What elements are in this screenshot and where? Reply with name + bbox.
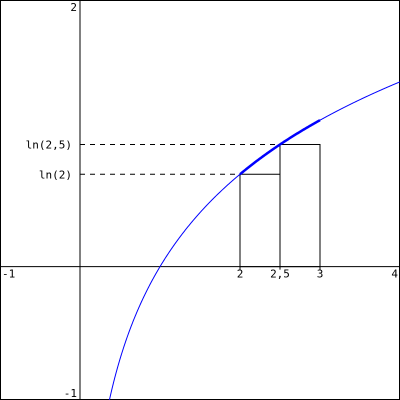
y-tick-label-2: -1 [64, 387, 77, 400]
x-tick-label-3: 2,5 [270, 268, 290, 281]
ln-curve-highlight [239, 119, 321, 176]
x-tick-label-1: -1 [2, 268, 15, 281]
x-tick-label-4: 3 [317, 268, 324, 281]
guide-label-2: ln(2,5) [26, 138, 72, 151]
x-tick-label-2: 2 [237, 268, 244, 281]
y-tick-label-1: 2 [70, 1, 77, 14]
x-tick-label-5: 4 [391, 268, 398, 281]
guide-label-1: ln(2) [39, 168, 72, 181]
